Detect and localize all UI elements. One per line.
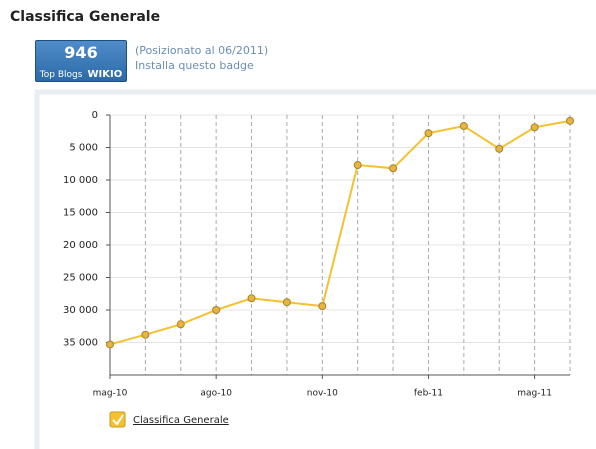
section-title: Classifica Generale <box>10 9 161 25</box>
data-point <box>106 340 114 349</box>
y-tick-label: 30 000 <box>63 305 98 316</box>
data-point <box>247 294 256 303</box>
data-point <box>530 123 539 132</box>
data-point <box>389 164 398 173</box>
y-tick-label: 5 000 <box>69 143 98 154</box>
legend-check <box>112 414 124 426</box>
chart-panel <box>34 89 596 449</box>
x-tick-label: mag-11 <box>517 389 552 399</box>
data-point <box>318 302 327 311</box>
badge-brand: WIKIO <box>87 69 123 80</box>
data-point <box>141 330 150 339</box>
data-point <box>424 129 433 138</box>
badge-rank: 946 <box>64 43 98 62</box>
legend-checkbox[interactable] <box>109 411 126 428</box>
data-point <box>495 144 504 153</box>
x-tick-label: ago-10 <box>200 389 232 399</box>
data-point <box>212 306 221 314</box>
y-tick-label: 35 000 <box>63 338 98 349</box>
data-point <box>566 116 574 125</box>
y-tick-label: 0 <box>92 110 98 121</box>
badge-note: (Posizionato al 06/2011) <box>135 44 269 57</box>
data-point <box>282 298 291 307</box>
x-tick-label: nov-10 <box>307 389 338 399</box>
badge-text: Top Blogs <box>39 70 83 80</box>
y-tick-label: 25 000 <box>63 273 98 284</box>
data-point <box>353 161 362 170</box>
legend-label[interactable]: Classifica Generale <box>133 415 229 426</box>
series-line <box>109 119 571 346</box>
badge[interactable]: 946 Top Blogs WIKIO <box>35 40 127 82</box>
x-tick-label: feb-11 <box>414 389 443 399</box>
y-tick-label: 20 000 <box>63 240 98 251</box>
x-tick-label: mag-10 <box>93 389 128 399</box>
badge-link[interactable]: Installa questo badge <box>135 59 254 72</box>
y-tick-label: 15 000 <box>63 208 98 219</box>
data-point <box>176 320 185 329</box>
y-tick-label: 10 000 <box>63 175 98 186</box>
data-point <box>459 122 468 131</box>
